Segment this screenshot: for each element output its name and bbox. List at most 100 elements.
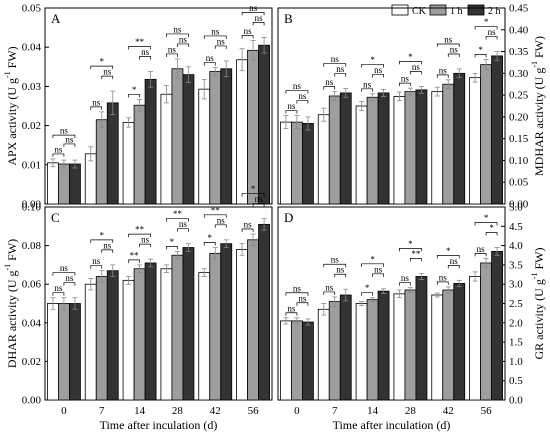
significance-label: ns — [336, 64, 345, 74]
panel-letter: C — [51, 210, 60, 225]
y-tick-label: 0.45 — [509, 3, 529, 15]
significance-bracket — [474, 54, 487, 58]
significance-label: * — [251, 184, 256, 194]
significance-bracket — [436, 43, 460, 47]
legend-label: 1 h — [450, 6, 463, 17]
y-tick-label: 0.15 — [509, 133, 529, 145]
significance-label: ns — [103, 67, 112, 77]
bar-ck — [317, 114, 330, 205]
bar-2h — [144, 78, 157, 205]
significance-label: ns — [65, 273, 74, 283]
significance-label: ns — [60, 126, 69, 136]
y-tick-label: 0.08 — [22, 240, 42, 252]
y-tick-label: 2.5 — [509, 298, 523, 310]
significance-label: ns — [217, 215, 226, 225]
bar-2h — [302, 123, 314, 205]
significance-label: ns — [450, 44, 459, 54]
significance-bracket — [52, 153, 65, 157]
significance-label: ** — [135, 225, 145, 235]
bar-1h — [95, 119, 108, 205]
significance-bracket — [485, 232, 498, 236]
significance-label: ns — [477, 244, 486, 254]
panel-d: 0.0 0.5 1.0 1.5 2.0 2.5 3.0 3.5 4.0 4.5 5.0 GR acti… — [277, 202, 546, 432]
y-tick-label: 0.00 — [22, 395, 42, 407]
significance-bracket — [203, 242, 216, 246]
y-axis-label: GR activity (U g-1 FW) — [530, 248, 545, 360]
y-tick-label: 0.10 — [509, 155, 529, 167]
bar-1h — [133, 268, 146, 401]
bar-1h — [247, 239, 259, 401]
plot-frame — [44, 206, 273, 401]
bar-1h — [58, 163, 70, 205]
significance-bracket — [128, 259, 140, 263]
significance-bracket — [285, 90, 309, 94]
y-tick-label: 1.0 — [509, 356, 523, 368]
significance-bracket — [334, 73, 347, 77]
significance-bracket — [241, 12, 265, 16]
significance-label: ns — [401, 74, 410, 84]
significance-label: ns — [255, 194, 264, 204]
significance-bracket — [52, 292, 65, 296]
x-tick-label: 56 — [481, 405, 493, 417]
bar-2h — [415, 276, 428, 401]
significance-label: ns — [179, 34, 188, 44]
bar-ck — [355, 105, 368, 205]
bar-2h — [106, 270, 119, 401]
bar-2h — [182, 74, 195, 205]
significance-bracket — [474, 222, 498, 226]
significance-label: ns — [103, 240, 112, 250]
significance-label: ns — [217, 36, 226, 46]
bar-1h — [404, 91, 417, 205]
legend-swatch-0 — [391, 4, 409, 16]
y-tick-label: 4.5 — [509, 221, 523, 233]
bar-2h — [69, 163, 81, 205]
y-tick-label: 3.5 — [509, 259, 523, 271]
bar-1h — [480, 262, 492, 401]
bar-1h — [480, 64, 492, 205]
significance-label: ns — [244, 220, 253, 230]
significance-bracket — [474, 252, 487, 257]
significance-label: ns — [173, 24, 182, 34]
significance-label: ns — [249, 3, 258, 13]
bar-ck — [393, 96, 406, 205]
bar-1h — [171, 254, 184, 401]
significance-bracket — [139, 56, 151, 60]
y-tick-label: 2.0 — [509, 317, 523, 329]
significance-label: ** — [130, 250, 140, 260]
significance-label: ns — [363, 79, 372, 89]
bar-ck — [122, 122, 135, 205]
bar-ck — [280, 320, 292, 401]
y-tick-label: 0.20 — [509, 111, 529, 123]
bar-2h — [377, 92, 390, 205]
significance-label: ns — [168, 44, 177, 54]
panel-letter: B — [284, 11, 293, 26]
significance-label: ns — [92, 97, 101, 107]
bar-2h — [302, 321, 314, 401]
significance-label: ns — [439, 272, 448, 282]
significance-bracket — [334, 273, 347, 278]
panel-c: 0.00 0.02 0.04 0.06 0.08 0.10 DHAR activity (U… — [3, 184, 273, 432]
x-tick-label: 0 — [61, 405, 67, 417]
y-tick-label: 0.04 — [22, 317, 42, 329]
y-axis-label: MDHAR activity (U g-1 FW) — [530, 36, 545, 176]
significance-bracket — [436, 74, 449, 78]
significance-label: * — [484, 213, 489, 223]
bar-2h — [491, 55, 503, 205]
significance-label: ns — [287, 303, 296, 313]
bar-1h — [171, 68, 184, 205]
y-tick-label: 0.25 — [509, 90, 529, 102]
significance-bracket — [361, 64, 384, 68]
bar-ck — [431, 91, 444, 205]
significance-bracket — [399, 248, 422, 252]
significance-label: ns — [412, 62, 421, 72]
bar-2h — [491, 250, 503, 401]
significance-label: ** — [135, 37, 145, 47]
x-tick-label: 0 — [294, 405, 300, 417]
significance-label: * — [446, 246, 451, 256]
y-tick-label: 0.35 — [509, 46, 529, 58]
bar-1h — [133, 104, 146, 205]
significance-label: * — [170, 237, 175, 247]
significance-label: * — [484, 17, 489, 27]
bar-1h — [58, 303, 70, 401]
